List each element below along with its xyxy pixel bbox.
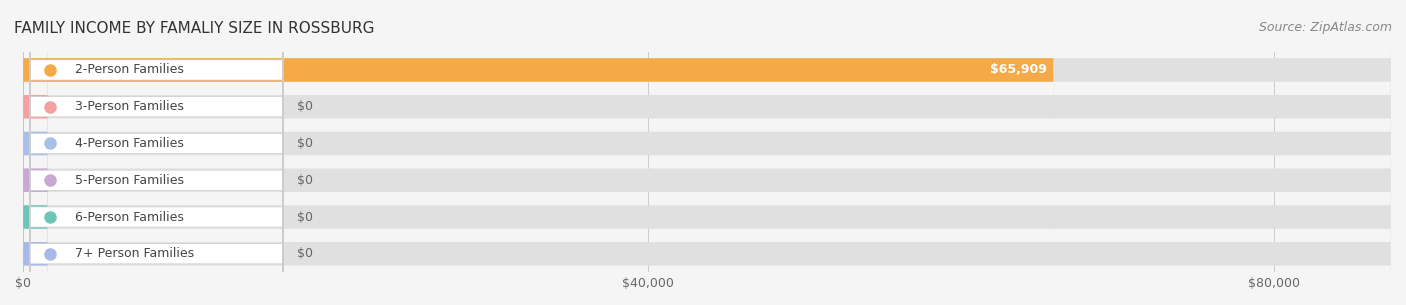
Text: Source: ZipAtlas.com: Source: ZipAtlas.com — [1258, 21, 1392, 34]
FancyBboxPatch shape — [22, 0, 1391, 305]
Text: $0: $0 — [297, 174, 312, 187]
FancyBboxPatch shape — [22, 0, 1391, 305]
FancyBboxPatch shape — [22, 0, 1391, 305]
Text: 3-Person Families: 3-Person Families — [75, 100, 184, 113]
FancyBboxPatch shape — [22, 0, 48, 305]
FancyBboxPatch shape — [30, 0, 283, 305]
Text: $0: $0 — [297, 210, 312, 224]
FancyBboxPatch shape — [30, 0, 283, 305]
Text: 4-Person Families: 4-Person Families — [75, 137, 184, 150]
Text: 7+ Person Families: 7+ Person Families — [75, 247, 194, 260]
FancyBboxPatch shape — [22, 0, 1053, 305]
FancyBboxPatch shape — [22, 0, 48, 305]
FancyBboxPatch shape — [22, 0, 1391, 305]
FancyBboxPatch shape — [30, 43, 283, 305]
Text: $65,909: $65,909 — [990, 63, 1046, 77]
FancyBboxPatch shape — [30, 0, 283, 280]
Text: 2-Person Families: 2-Person Families — [75, 63, 184, 77]
FancyBboxPatch shape — [22, 0, 1391, 305]
FancyBboxPatch shape — [22, 0, 48, 305]
Text: 6-Person Families: 6-Person Families — [75, 210, 184, 224]
FancyBboxPatch shape — [22, 0, 1391, 305]
FancyBboxPatch shape — [22, 0, 48, 305]
Text: $0: $0 — [297, 137, 312, 150]
FancyBboxPatch shape — [22, 0, 48, 305]
Text: FAMILY INCOME BY FAMALIY SIZE IN ROSSBURG: FAMILY INCOME BY FAMALIY SIZE IN ROSSBUR… — [14, 21, 374, 36]
FancyBboxPatch shape — [30, 0, 283, 305]
FancyBboxPatch shape — [30, 7, 283, 305]
Text: $0: $0 — [297, 247, 312, 260]
Text: 5-Person Families: 5-Person Families — [75, 174, 184, 187]
Text: $0: $0 — [297, 100, 312, 113]
